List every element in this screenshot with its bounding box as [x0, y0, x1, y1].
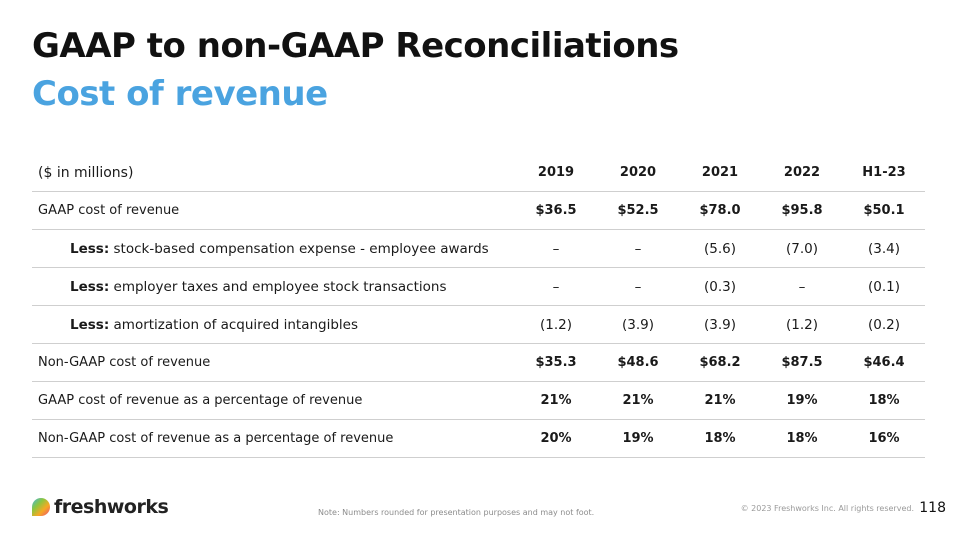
table-cell: 20%	[515, 419, 597, 458]
table-cell: $48.6	[597, 343, 679, 382]
row-label: Less: amortization of acquired intangibl…	[32, 305, 515, 344]
table-row: Less: stock-based compensation expense -…	[32, 229, 925, 268]
table-cell: (3.4)	[843, 229, 925, 268]
row-label: Less: stock-based compensation expense -…	[32, 229, 515, 268]
year-header: 2021	[679, 154, 761, 192]
table-cell: $68.2	[679, 343, 761, 382]
page-number: 118	[919, 500, 946, 516]
row-label: GAAP cost of revenue	[32, 191, 515, 230]
table-cell: $35.3	[515, 343, 597, 382]
row-label: Non-GAAP cost of revenue as a percentage…	[32, 419, 515, 458]
table-row: Less: amortization of acquired intangibl…	[32, 305, 925, 344]
table-cell: $46.4	[843, 343, 925, 382]
table-cell: (0.2)	[843, 305, 925, 344]
table-cell: 21%	[515, 381, 597, 420]
table-cell: –	[515, 267, 597, 306]
reconciliation-table: ($ in millions) 2019 2020 2021 2022 H1-2…	[32, 154, 925, 458]
unit-label: ($ in millions)	[32, 154, 515, 192]
table-cell: 21%	[679, 381, 761, 420]
table-cell: $78.0	[679, 191, 761, 230]
table-row: GAAP cost of revenue as a percentage of …	[32, 381, 925, 420]
table-cell: $50.1	[843, 191, 925, 230]
row-label-text: Non-GAAP cost of revenue	[38, 355, 211, 370]
table-cell: $52.5	[597, 191, 679, 230]
table-cell: 19%	[597, 419, 679, 458]
copyright-text: © 2023 Freshworks Inc. All rights reserv…	[740, 504, 914, 513]
table-row: Non-GAAP cost of revenue as a percentage…	[32, 419, 925, 458]
page-subtitle: Cost of revenue	[32, 74, 328, 114]
table-cell: 21%	[597, 381, 679, 420]
table-cell: 19%	[761, 381, 843, 420]
table-cell: $87.5	[761, 343, 843, 382]
table-cell: –	[597, 267, 679, 306]
table-cell: (3.9)	[597, 305, 679, 344]
year-header: 2019	[515, 154, 597, 192]
table-cell: (1.2)	[761, 305, 843, 344]
table-cell: $36.5	[515, 191, 597, 230]
row-label-text: GAAP cost of revenue	[38, 203, 180, 218]
table-cell: 18%	[843, 381, 925, 420]
row-prefix: Less:	[70, 278, 110, 295]
table-cell: 16%	[843, 419, 925, 458]
table-cell: (5.6)	[679, 229, 761, 268]
table-cell: (1.2)	[515, 305, 597, 344]
row-label-text: employer taxes and employee stock transa…	[109, 278, 447, 295]
table-cell: (3.9)	[679, 305, 761, 344]
row-label: Non-GAAP cost of revenue	[32, 343, 515, 382]
freshworks-logo: freshworks	[32, 496, 169, 518]
page-title: GAAP to non-GAAP Reconciliations	[32, 26, 679, 66]
freshworks-logo-icon	[32, 498, 50, 516]
year-header: 2022	[761, 154, 843, 192]
table-cell: (7.0)	[761, 229, 843, 268]
table-cell: (0.3)	[679, 267, 761, 306]
table-cell: 18%	[679, 419, 761, 458]
row-label-text: GAAP cost of revenue as a percentage of …	[38, 393, 363, 408]
table-cell: –	[597, 229, 679, 268]
table-cell: 18%	[761, 419, 843, 458]
year-header: H1-23	[843, 154, 925, 192]
year-header: 2020	[597, 154, 679, 192]
table-cell: $95.8	[761, 191, 843, 230]
table-header-row: ($ in millions) 2019 2020 2021 2022 H1-2…	[32, 154, 925, 192]
footnote: Note: Numbers rounded for presentation p…	[318, 508, 595, 517]
row-prefix: Less:	[70, 316, 110, 333]
table-row: Less: employer taxes and employee stock …	[32, 267, 925, 306]
row-label: Less: employer taxes and employee stock …	[32, 267, 515, 306]
table-cell: (0.1)	[843, 267, 925, 306]
row-prefix: Less:	[70, 240, 110, 257]
row-label: GAAP cost of revenue as a percentage of …	[32, 381, 515, 420]
table-row: Non-GAAP cost of revenue $35.3 $48.6 $68…	[32, 343, 925, 382]
row-label-text: Non-GAAP cost of revenue as a percentage…	[38, 431, 394, 446]
table-cell: –	[761, 267, 843, 306]
row-label-text: amortization of acquired intangibles	[109, 316, 359, 333]
row-label-text: stock-based compensation expense - emplo…	[109, 240, 489, 257]
logo-text: freshworks	[54, 496, 169, 518]
table-row: GAAP cost of revenue $36.5 $52.5 $78.0 $…	[32, 191, 925, 230]
table-cell: –	[515, 229, 597, 268]
